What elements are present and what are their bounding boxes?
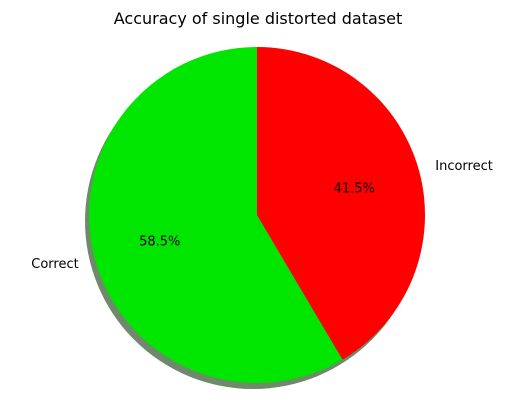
chart-title: Accuracy of single distorted dataset — [114, 9, 403, 28]
slice-pct-label-incorrect: 41.5% — [334, 181, 375, 196]
pie-slice-correct — [89, 47, 343, 383]
slice-pct-label-correct: 58.5% — [139, 235, 180, 250]
pie-slice-layer — [89, 47, 426, 383]
slice-label-correct: Correct — [31, 257, 78, 272]
slice-label-incorrect: Incorrect — [435, 159, 493, 174]
pie-slice-incorrect — [257, 47, 426, 360]
pie-label-layer: Correct 58.5% Incorrect 41.5% — [31, 159, 493, 272]
